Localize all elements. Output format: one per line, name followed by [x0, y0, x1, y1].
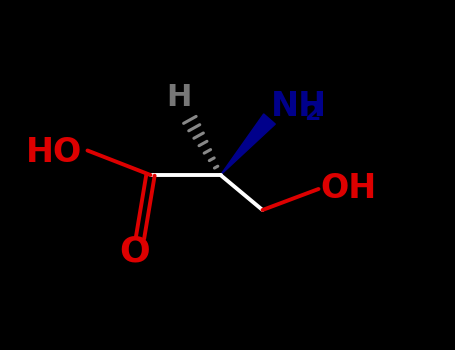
Text: H: H	[166, 84, 191, 112]
Text: NH: NH	[271, 90, 328, 123]
Text: O: O	[119, 235, 150, 269]
Polygon shape	[221, 114, 275, 175]
Text: OH: OH	[320, 173, 376, 205]
Text: HO: HO	[26, 136, 82, 169]
Text: 2: 2	[304, 101, 320, 125]
